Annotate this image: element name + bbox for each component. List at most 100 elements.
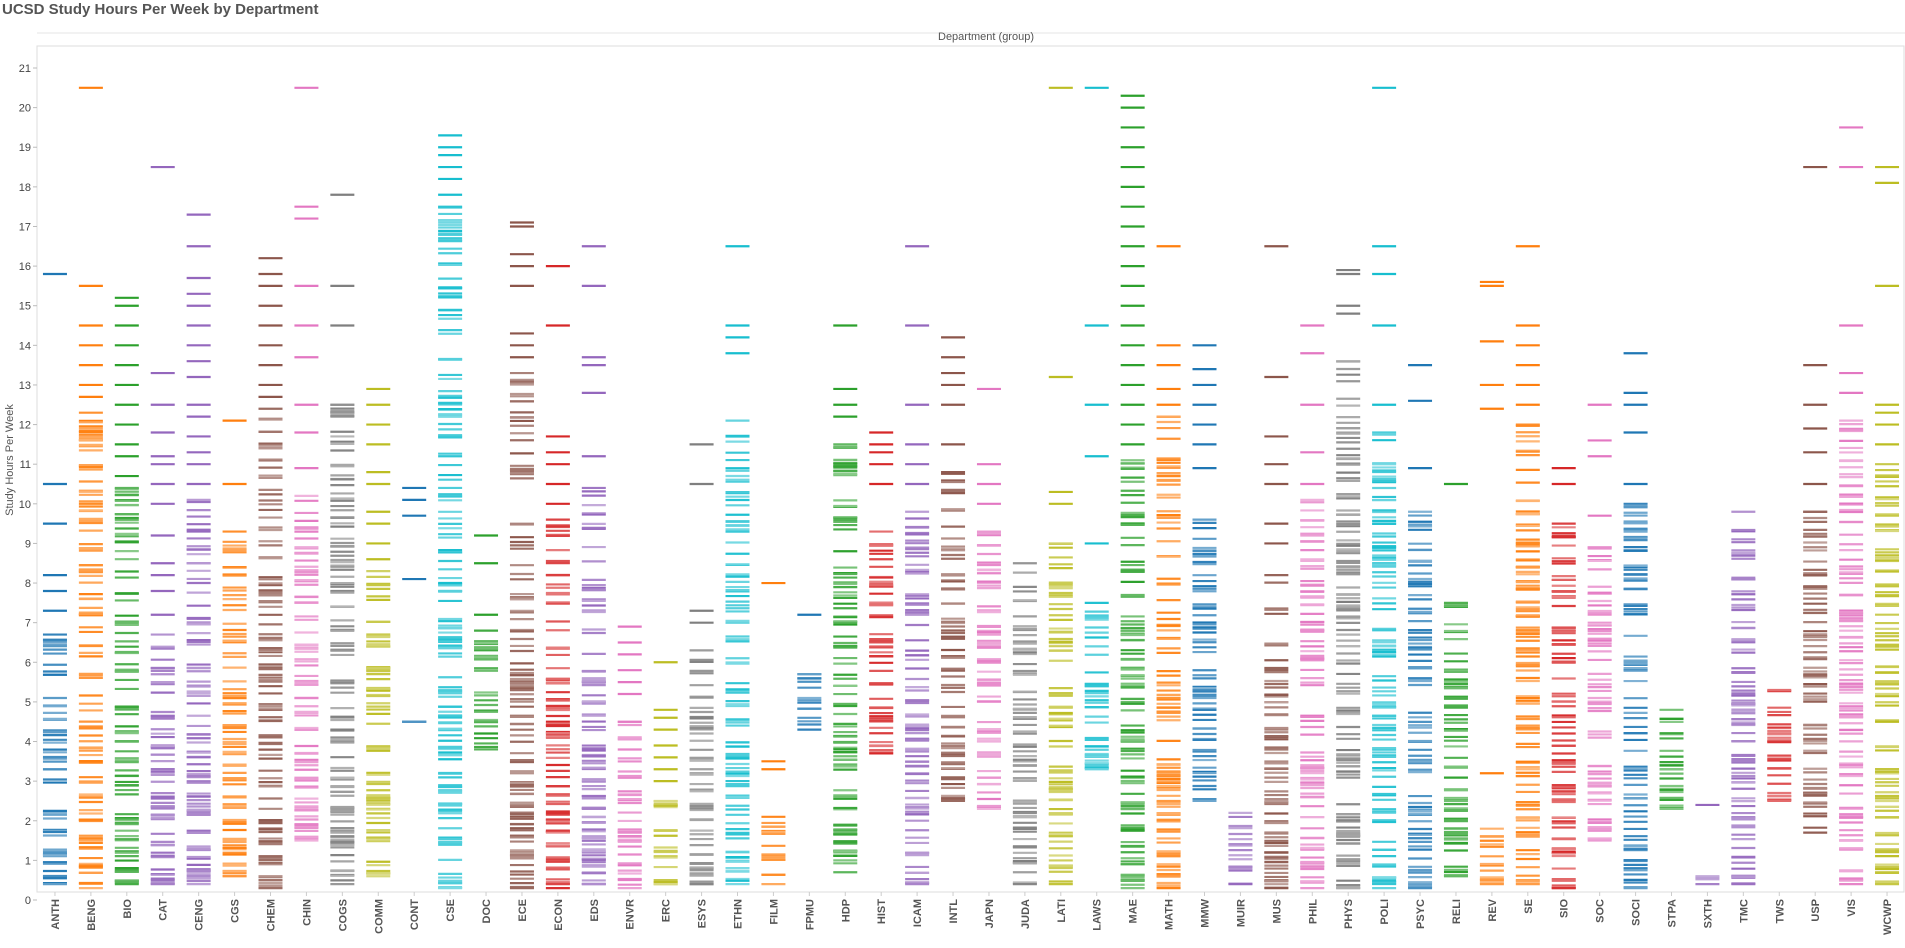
strip-film	[761, 581, 786, 886]
x-tick-label: FPMU	[804, 899, 816, 930]
y-tick-label: 14	[19, 340, 31, 352]
strip-erc	[653, 661, 678, 886]
x-tick-label: ERC	[661, 899, 673, 922]
x-tick-label: STPA	[1667, 899, 1679, 928]
y-tick-label: 20	[19, 103, 31, 115]
y-tick-label: 21	[19, 63, 31, 75]
strip-se	[1515, 245, 1540, 886]
x-tick-label: ICAM	[912, 899, 924, 927]
x-tick-label: CONT	[409, 899, 421, 930]
x-tick-label: MUS	[1271, 899, 1283, 923]
y-tick-label: 0	[25, 895, 31, 907]
strip-hdp	[833, 324, 858, 874]
y-tick-label: 6	[25, 657, 31, 669]
strip-bio	[114, 296, 139, 886]
strip-psyc	[1408, 364, 1433, 890]
x-tick-label: PHIL	[1307, 899, 1319, 924]
x-tick-label: CENG	[194, 899, 206, 931]
x-tick-label: INTL	[948, 899, 960, 924]
x-tick-label: CAT	[158, 899, 170, 921]
x-tick-label: CHIN	[301, 899, 313, 926]
x-tick-label: CHEM	[266, 899, 278, 931]
strip-econ	[545, 264, 570, 890]
strip-cse	[438, 134, 463, 890]
strip-cont	[402, 486, 427, 723]
strip-soci	[1623, 352, 1648, 890]
y-tick-label: 18	[19, 182, 31, 194]
x-tick-label: WCWP	[1882, 899, 1894, 935]
x-tick-label: BENG	[86, 899, 98, 931]
y-tick-label: 17	[19, 221, 31, 233]
x-tick-label: COMM	[373, 899, 385, 934]
plot-border	[36, 45, 1905, 893]
strip-esys	[689, 443, 714, 886]
strip-chin	[294, 86, 319, 842]
x-tick-label: CSE	[445, 899, 457, 922]
strip-envr	[617, 625, 642, 890]
x-tick-label: COGS	[337, 899, 349, 931]
y-tick-label: 1	[25, 855, 31, 867]
x-tick-label: MATH	[1164, 899, 1176, 930]
strip-laws	[1084, 86, 1109, 771]
strip-wcwp	[1875, 165, 1900, 886]
chart-title: UCSD Study Hours Per Week by Department	[2, 1, 319, 18]
x-tick-label: RELI	[1451, 899, 1463, 924]
x-tick-label: ECON	[553, 899, 565, 931]
y-tick-label: 2	[25, 816, 31, 828]
strip-marks	[42, 86, 1900, 890]
x-tick-label: SE	[1523, 899, 1535, 914]
strip-rev	[1479, 280, 1504, 886]
strip-hist	[869, 431, 894, 755]
y-tick-label: 11	[20, 459, 31, 471]
y-tick-label: 13	[19, 380, 31, 392]
x-tick-label: SXTH	[1702, 899, 1714, 928]
y-axis-label: Study Hours Per Week	[4, 404, 16, 516]
x-tick-label: SOC	[1595, 899, 1607, 923]
x-tick-label: ENVR	[625, 899, 637, 930]
y-tick-label: 16	[19, 261, 31, 273]
y-tick-label: 8	[25, 578, 31, 590]
strip-japn	[976, 387, 1001, 810]
x-tick-label: FILM	[768, 899, 780, 925]
strip-anth	[42, 272, 67, 886]
x-tick-label: HIST	[876, 899, 888, 924]
strip-cat	[150, 165, 175, 886]
strip-stpa	[1659, 708, 1684, 810]
strip-doc	[474, 534, 499, 751]
y-tick-label: 7	[25, 618, 31, 630]
x-tick-label: MAE	[1128, 899, 1140, 923]
strip-ceng	[186, 213, 211, 886]
x-tick-label: USP	[1810, 899, 1822, 922]
strip-phil	[1300, 324, 1325, 890]
strip-ethn	[725, 245, 750, 886]
x-tick-label: BIO	[122, 899, 134, 919]
y-tick-label: 4	[25, 737, 31, 749]
strip-tmc	[1731, 510, 1756, 886]
plot-frame	[36, 32, 1905, 893]
x-tick-label: LATI	[1056, 899, 1068, 923]
x-tick-label: EDS	[589, 899, 601, 922]
strip-comm	[366, 387, 391, 878]
x-tick-label: VIS	[1846, 899, 1858, 917]
strip-intl	[941, 336, 966, 803]
header-label: Department (group)	[938, 31, 1034, 43]
y-tick-label: 5	[25, 697, 31, 709]
y-tick-label: 10	[19, 499, 31, 511]
x-tick-label: SIO	[1559, 899, 1571, 918]
strip-cgs	[222, 419, 247, 878]
x-tick-label: PHYS	[1343, 899, 1355, 929]
x-tick-label: MUIR	[1235, 899, 1247, 927]
strip-mae	[1120, 94, 1145, 890]
x-tick-label: POLI	[1379, 899, 1391, 925]
strip-usp	[1803, 165, 1828, 834]
strip-reli	[1443, 482, 1468, 878]
x-axis: ANTH BENG BIO CAT CENG CGS CHEM CHIN COGS COMM CON…	[50, 892, 1894, 935]
x-tick-label: JAPN	[984, 899, 996, 928]
x-tick-label: JUDA	[1020, 899, 1032, 929]
strip-ece	[509, 221, 534, 890]
strip-phys	[1336, 268, 1361, 890]
x-tick-label: ESYS	[697, 899, 709, 928]
strip-icam	[905, 245, 930, 886]
